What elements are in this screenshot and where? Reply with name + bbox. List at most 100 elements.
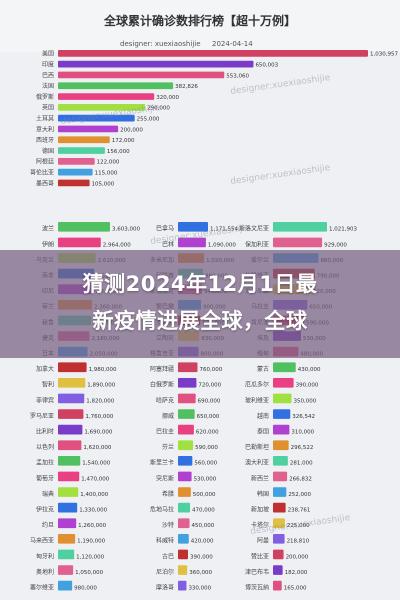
- category-label: 泰国: [257, 427, 269, 435]
- value-label: 390,000: [296, 383, 319, 389]
- category-label: 塞尔维亚: [30, 583, 54, 591]
- bar: [58, 82, 174, 90]
- bar: [178, 534, 189, 544]
- category-label: 阿根廷: [36, 158, 54, 166]
- bar: [58, 179, 90, 187]
- bar: [273, 424, 290, 435]
- bar: [273, 393, 292, 404]
- chart-header: 全球累计确诊数排行榜【超十万例】 designer: xuexiaoshijie…: [0, 0, 400, 52]
- bar: [58, 50, 368, 57]
- bar: [58, 362, 87, 373]
- category-label: 巴拿马: [156, 225, 174, 233]
- category-label: 哥伦比亚: [30, 168, 54, 176]
- bar: [58, 125, 119, 133]
- bar: [58, 409, 84, 419]
- value-label: 310,000: [291, 429, 314, 435]
- bar: [58, 565, 74, 575]
- bar: [178, 393, 196, 404]
- value-label: 1,090,000: [208, 242, 236, 248]
- bar: [58, 471, 80, 482]
- category-label: 斯里兰卡: [150, 459, 174, 467]
- bar: [58, 456, 81, 466]
- value-label: 650,000: [197, 414, 220, 420]
- category-label: 土耳其: [36, 114, 54, 122]
- category-label: 韩国: [257, 490, 269, 498]
- value-label: 1,030,957: [370, 52, 398, 58]
- category-label: 阿曼: [257, 537, 269, 545]
- value-label: 760,000: [199, 367, 222, 373]
- value-label: 470,000: [192, 507, 215, 513]
- headline-line-1: 猜测2024年12月1日最: [82, 272, 318, 296]
- category-label: 白俄罗斯: [150, 381, 174, 389]
- category-label: 博茨瓦纳: [245, 583, 269, 591]
- category-label: 突尼斯: [156, 474, 174, 482]
- bar: [178, 502, 191, 513]
- category-label: 津巴布韦: [245, 568, 269, 576]
- category-label: 波兰: [42, 225, 54, 233]
- category-label: 蒙古: [257, 365, 269, 373]
- bar: [273, 440, 289, 451]
- bar: [58, 393, 85, 404]
- value-label: 105,000: [92, 181, 115, 187]
- bar: [273, 237, 323, 248]
- value-label: 382,826: [175, 84, 198, 90]
- bar: [273, 534, 285, 544]
- value-label: 296,522: [291, 445, 314, 451]
- bar: [178, 580, 187, 591]
- value-label: 980,000: [74, 585, 97, 591]
- bar: [178, 565, 188, 575]
- value-label: 238,761: [288, 507, 311, 513]
- category-label: 伊朗: [42, 240, 54, 248]
- value-label: 225,000: [287, 523, 310, 529]
- value-label: 1,330,000: [79, 507, 107, 513]
- bar: [273, 549, 284, 560]
- value-label: 1,820,000: [86, 398, 114, 404]
- bar: [178, 378, 197, 388]
- value-label: 1,890,000: [87, 383, 115, 389]
- bar: [273, 409, 291, 419]
- bar: [58, 534, 76, 544]
- value-label: 1,470,000: [81, 476, 109, 482]
- category-label: 沙特: [162, 521, 174, 529]
- value-label: 650,003: [255, 62, 278, 68]
- bar: [178, 487, 191, 497]
- category-label: 约旦: [42, 521, 54, 529]
- value-label: 290,000: [147, 106, 170, 112]
- value-label: 115,000: [95, 170, 118, 176]
- category-label: 奥地利: [36, 568, 54, 576]
- value-label: 255,000: [137, 116, 160, 122]
- category-label: 英国: [42, 104, 54, 112]
- category-label: 匈牙利: [36, 552, 54, 560]
- category-label: 瑞典: [42, 490, 54, 498]
- value-label: 156,000: [107, 149, 130, 155]
- category-label: 葡萄牙: [36, 474, 54, 482]
- chart-title: 全球累计确诊数排行榜【超十万例】: [103, 14, 296, 28]
- category-label: 墨西哥: [36, 180, 54, 187]
- value-label: 200,000: [120, 127, 143, 133]
- bar: [58, 440, 82, 451]
- bar: [58, 60, 254, 68]
- bar: [58, 114, 135, 122]
- value-label: 1,620,000: [83, 445, 111, 451]
- bar: [58, 580, 73, 591]
- category-label: 斯洛文尼亚: [239, 225, 269, 233]
- category-label: 希腊: [162, 490, 174, 498]
- value-label: 1,690,000: [84, 429, 112, 435]
- bar: [58, 487, 79, 497]
- value-label: 172,000: [112, 138, 135, 144]
- value-label: 266,832: [289, 476, 312, 482]
- bar: [58, 71, 225, 79]
- category-label: 巴林: [162, 240, 174, 248]
- value-label: 620,000: [196, 429, 219, 435]
- bar: [58, 502, 78, 513]
- bar: [58, 518, 77, 529]
- value-label: 2,964,000: [103, 242, 131, 248]
- value-label: 690,000: [198, 398, 221, 404]
- value-label: 218,810: [287, 539, 310, 545]
- category-label: 伊拉克: [36, 505, 54, 513]
- value-label: 320,000: [156, 95, 179, 101]
- category-label: 孟加拉: [36, 459, 54, 467]
- category-label: 以色列: [36, 443, 54, 451]
- bar: [273, 471, 288, 482]
- value-label: 1,540,000: [82, 461, 110, 467]
